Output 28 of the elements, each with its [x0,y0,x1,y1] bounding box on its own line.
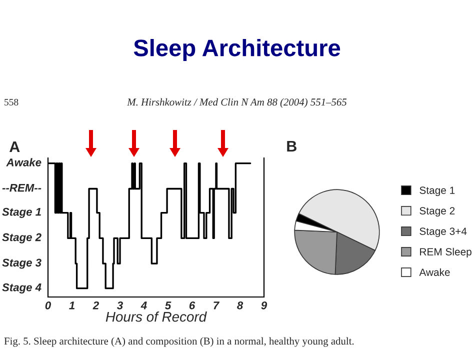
x-tick-label: 0 [45,301,51,310]
text: Stage 2 [2,233,42,244]
x-tick-label: 5 [165,302,172,310]
legend-label: Stage 3+4 [420,228,467,238]
text: Stage 4 [2,283,42,294]
text: --REM-- [2,184,42,192]
text: Sleep Architecture [134,38,340,62]
x-tick-label: 3 [116,301,123,310]
legend-label: Awake [419,268,450,276]
legend-label: Stage 1 [420,186,455,196]
chart-title: A [10,142,20,152]
x-tick-label: 7 [214,302,220,310]
text: Stage 3 [2,258,42,269]
text: Stage 1 [2,208,41,218]
x-tick-label: 2 [92,301,99,310]
legend-label: REM Sleep [420,248,472,258]
x-tick-label: 6 [189,301,196,310]
x-tick-label: 8 [237,301,244,310]
x-axis-title: Hours of Record [106,312,207,322]
chart-title: B [287,140,296,152]
x-tick-label: 4 [140,302,147,310]
text: M. Hirshkowitz / Med Clin N Am 88 (2004) 551–565 [127,98,347,108]
x-tick-label: 9 [261,301,268,310]
caption: Fig. 5. Sleep architecture (A) and composition (B) in a normal, healthy young adult. [4,337,354,347]
x-tick-label: 1 [69,302,74,310]
text: 558 [4,98,18,106]
text: Awake [6,158,42,166]
legend-label: Stage 2 [420,207,455,217]
